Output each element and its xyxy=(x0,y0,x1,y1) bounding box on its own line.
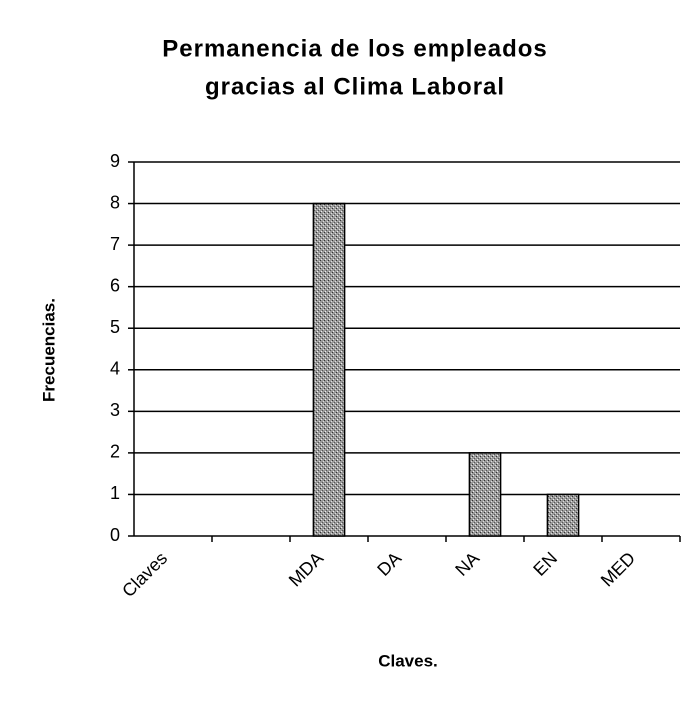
y-tick-label: 9 xyxy=(110,151,120,171)
y-tick-label: 8 xyxy=(110,192,120,212)
x-tick-label: DA xyxy=(373,548,405,580)
x-tick-label: NA xyxy=(451,548,483,580)
y-axis-title: Frecuencias. xyxy=(39,298,58,402)
x-axis-title: Claves. xyxy=(378,651,438,670)
y-tick-label: 3 xyxy=(110,400,120,420)
y-tick-label: 0 xyxy=(110,525,120,545)
x-tick-label: MDA xyxy=(285,548,327,590)
bar xyxy=(312,202,346,537)
bar xyxy=(546,493,580,537)
x-tick-label: Claves xyxy=(118,548,171,601)
y-tick-label: 1 xyxy=(110,483,120,503)
x-tick-label: EN xyxy=(529,548,561,580)
y-tick-label: 7 xyxy=(110,234,120,254)
y-tick-label: 2 xyxy=(110,442,120,462)
y-tick-label: 6 xyxy=(110,275,120,295)
x-tick-label: MED xyxy=(597,548,639,590)
chart-title: Permanencia de los empleados xyxy=(162,35,547,62)
y-tick-label: 5 xyxy=(110,317,120,337)
y-tick-label: 4 xyxy=(110,359,120,379)
bar xyxy=(468,452,502,537)
chart-title: gracias al Clima Laboral xyxy=(205,73,505,100)
